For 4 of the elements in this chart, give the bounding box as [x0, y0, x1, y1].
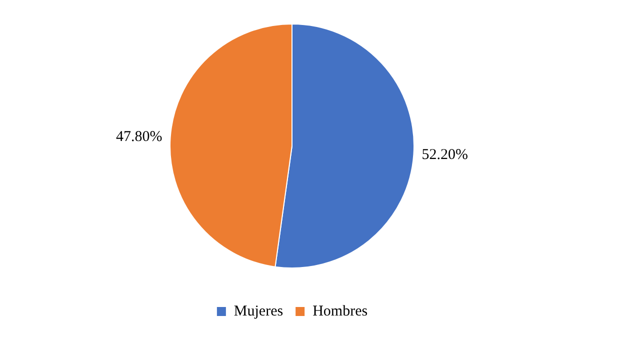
data-label: 52.20% — [422, 146, 468, 163]
legend-label: Hombres — [312, 303, 368, 320]
data-label: 47.80% — [116, 128, 162, 145]
legend-label: Mujeres — [234, 303, 284, 320]
